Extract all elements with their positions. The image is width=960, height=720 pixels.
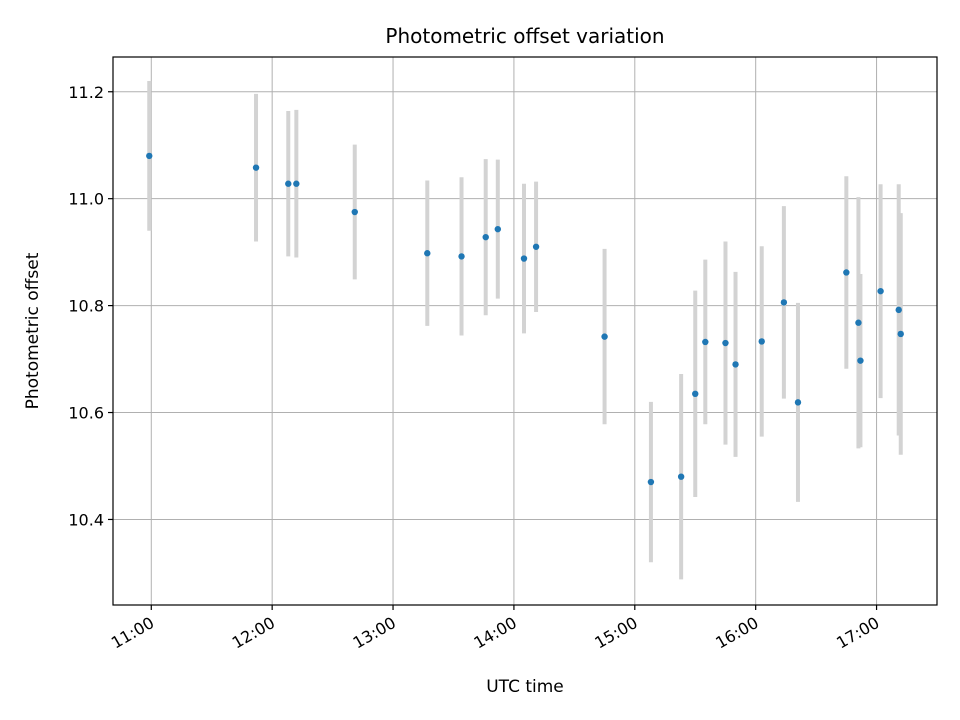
data-point (482, 233, 489, 241)
x-tick-label: 14:00 (470, 613, 519, 653)
x-axis-label: UTC time (486, 677, 564, 697)
data-point (285, 180, 292, 187)
x-tick-label: 15:00 (591, 613, 640, 653)
x-axis-ticks: 11:00 12:00 13:00 14:00 15:00 16:00 17:00 (108, 605, 883, 653)
y-tick-label: 10.6 (68, 404, 104, 423)
y-tick-label: 11.0 (68, 190, 104, 209)
data-point (494, 225, 502, 233)
data-point (843, 269, 850, 276)
x-tick-label: 12:00 (229, 613, 278, 653)
x-tick-label: 16:00 (712, 613, 761, 653)
data-point (722, 339, 729, 347)
data-point (758, 338, 765, 345)
data-point (424, 250, 431, 257)
data-point (794, 399, 802, 406)
y-axis-label: Photometric offset (23, 252, 43, 409)
data-points (146, 152, 904, 486)
data-point (520, 255, 528, 262)
data-point (647, 478, 655, 486)
data-point (895, 306, 902, 314)
data-point (732, 361, 739, 368)
data-point (677, 473, 685, 480)
data-point (351, 208, 358, 216)
chart-title: Photometric offset variation (385, 24, 664, 48)
data-point (877, 287, 884, 295)
data-point (252, 164, 260, 171)
data-point (692, 390, 699, 398)
x-tick-label: 13:00 (350, 613, 399, 653)
data-point (702, 338, 709, 346)
data-point (601, 333, 608, 340)
x-tick-label: 11:00 (108, 613, 157, 653)
data-point (857, 357, 864, 364)
y-tick-label: 10.4 (68, 510, 104, 529)
grid (113, 57, 937, 605)
data-point (897, 330, 904, 338)
errorbars (147, 81, 903, 580)
y-axis-ticks: 10.4 10.6 10.8 11.0 11.2 (68, 83, 113, 529)
data-point (293, 180, 300, 187)
data-point (780, 299, 788, 306)
data-point (458, 253, 465, 260)
data-point (855, 319, 862, 326)
y-tick-label: 10.8 (68, 297, 104, 316)
plot-area-frame (112, 56, 938, 606)
x-tick-label: 17:00 (833, 613, 882, 653)
data-point (146, 152, 153, 160)
data-point (532, 243, 540, 250)
y-tick-label: 11.2 (68, 83, 104, 102)
